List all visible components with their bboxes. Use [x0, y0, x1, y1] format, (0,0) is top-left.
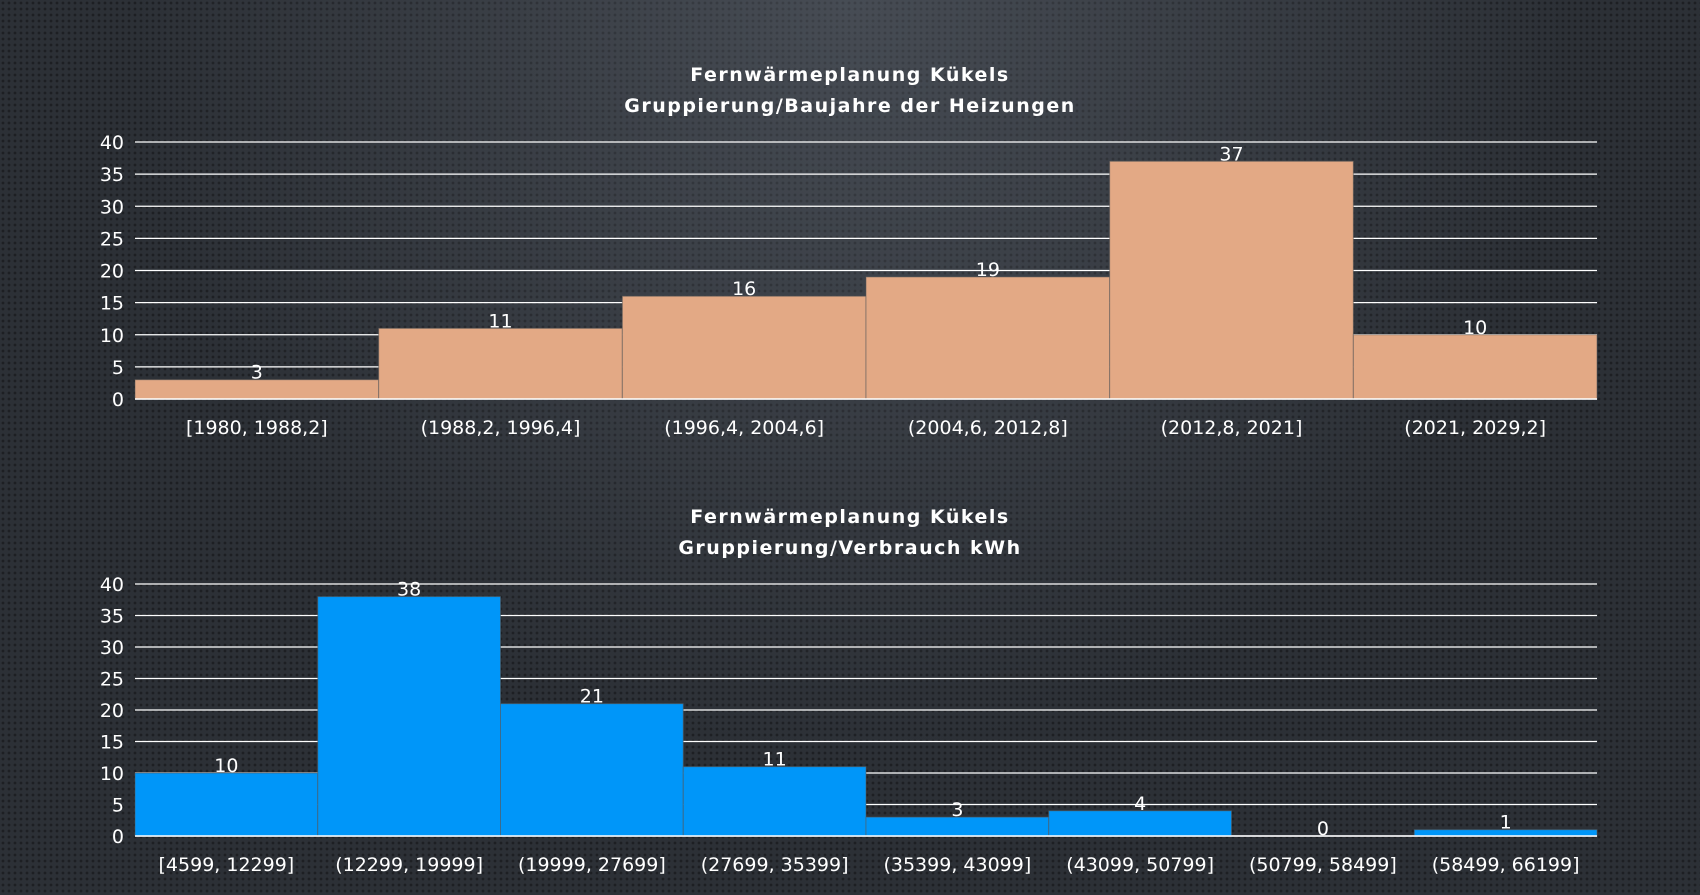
y-tick-label: 30 — [100, 637, 124, 659]
y-tick-label: 0 — [112, 389, 124, 411]
y-tick-label: 30 — [100, 196, 124, 218]
bar — [500, 703, 684, 837]
x-tick-label: [1980, 1988,2] — [186, 417, 328, 439]
bar — [1352, 334, 1598, 400]
chart-baujahre-plot: 0 5 10 15 20 25 30 35 40 3 [1980, 1988,2] 11 (1988,2… — [100, 132, 1598, 439]
y-tick-label: 25 — [100, 669, 124, 691]
y-tick-label: 40 — [100, 132, 124, 154]
data-label: 21 — [580, 686, 604, 708]
data-label: 37 — [1219, 143, 1243, 165]
chart-title: Fernwärmeplanung Kükels — [690, 506, 1010, 528]
chart-title: Fernwärmeplanung Kükels — [690, 64, 1010, 86]
data-label: 11 — [488, 310, 512, 332]
y-tick-label: 20 — [100, 700, 124, 722]
y-tick-label: 10 — [100, 763, 124, 785]
chart-baujahre: Fernwärmeplanung Kükels Gruppierung/Bauj… — [0, 0, 1700, 440]
chart-subtitle: Gruppierung/Verbrauch kWh — [678, 537, 1022, 559]
x-tick-label: (35399, 43099] — [883, 854, 1031, 876]
y-tick-label: 5 — [112, 795, 124, 817]
bar — [1109, 160, 1354, 400]
y-tick-label: 25 — [100, 228, 124, 250]
chart-title-block: Fernwärmeplanung Kükels Gruppierung/Verb… — [0, 502, 1700, 564]
x-tick-label: (2012,8, 2021] — [1161, 417, 1303, 439]
bar — [134, 772, 319, 837]
x-tick-label: (12299, 19999] — [335, 854, 483, 876]
data-label: 11 — [763, 749, 787, 771]
bar — [682, 766, 867, 837]
y-tick-label: 35 — [100, 606, 124, 628]
bar — [1048, 810, 1232, 837]
data-label: 38 — [397, 579, 421, 601]
y-tick-label: 15 — [100, 732, 124, 754]
y-tick-label: 10 — [100, 325, 124, 347]
x-tick-label: (43099, 50799] — [1066, 854, 1214, 876]
data-label: 4 — [1134, 793, 1146, 815]
x-tick-label: [4599, 12299] — [159, 854, 295, 876]
y-tick-label: 35 — [100, 164, 124, 186]
x-tick-label: (27699, 35399] — [701, 854, 849, 876]
data-label: 10 — [214, 755, 238, 777]
chart-subtitle: Gruppierung/Baujahre der Heizungen — [624, 95, 1076, 117]
y-tick-label: 15 — [100, 293, 124, 315]
x-tick-label: (19999, 27699] — [518, 854, 666, 876]
x-tick-label: (58499, 66199] — [1432, 854, 1580, 876]
data-label: 1 — [1500, 812, 1512, 834]
x-tick-label: (1996,4, 2004,6] — [664, 417, 824, 439]
data-label: 16 — [732, 278, 756, 300]
bar — [865, 276, 1111, 400]
chart-title-block: Fernwärmeplanung Kükels Gruppierung/Bauj… — [0, 60, 1700, 122]
data-label: 3 — [951, 799, 963, 821]
y-tick-label: 0 — [112, 826, 124, 848]
x-tick-label: (1988,2, 1996,4] — [421, 417, 581, 439]
x-tick-label: (2021, 2029,2] — [1404, 417, 1546, 439]
y-tick-label: 40 — [100, 574, 124, 596]
data-label: 10 — [1463, 317, 1487, 339]
x-tick-label: (2004,6, 2012,8] — [908, 417, 1068, 439]
y-tick-label: 20 — [100, 261, 124, 283]
y-tick-label: 5 — [112, 357, 124, 379]
data-label: 0 — [1317, 818, 1329, 840]
x-tick-label: (50799, 58499] — [1249, 854, 1397, 876]
data-label: 19 — [976, 259, 1000, 281]
data-label: 3 — [251, 362, 263, 384]
bar — [317, 596, 501, 837]
